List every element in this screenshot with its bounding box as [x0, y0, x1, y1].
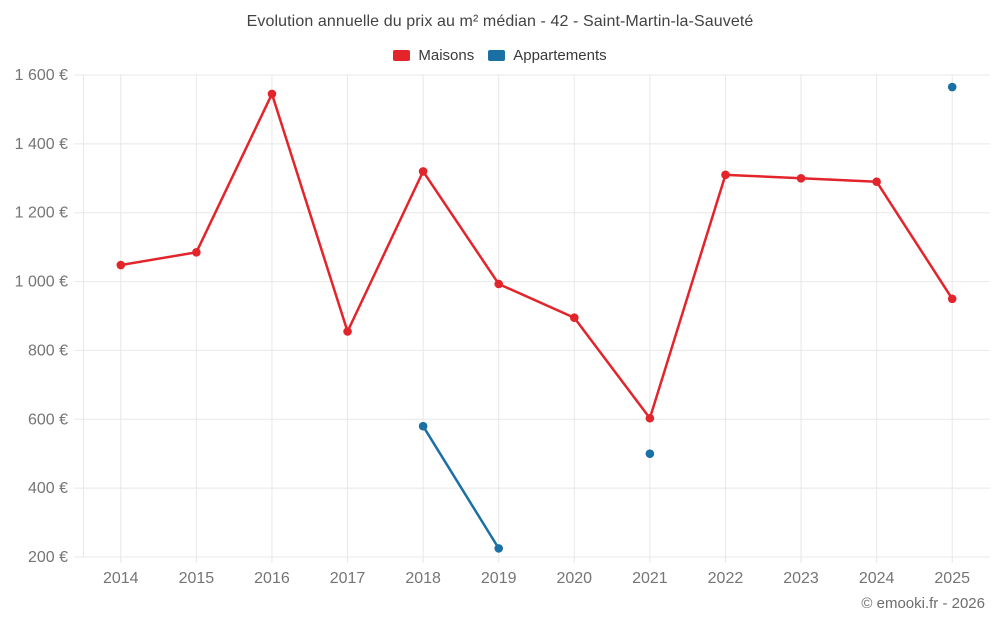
copyright: © emooki.fr - 2026 [861, 595, 985, 612]
data-point-maisons-2025[interactable] [947, 294, 957, 304]
data-point-maisons-2023[interactable] [796, 173, 806, 183]
x-tick-label: 2024 [859, 570, 895, 587]
data-point-appartements-2018[interactable] [418, 421, 428, 431]
data-point-appartements-2025[interactable] [947, 82, 957, 92]
x-tick-label: 2014 [103, 570, 139, 587]
y-tick-label: 600 € [28, 411, 68, 428]
data-point-maisons-2017[interactable] [343, 327, 352, 336]
x-tick-label: 2022 [708, 570, 744, 587]
y-tick-label: 800 € [28, 342, 68, 359]
data-point-maisons-2022[interactable] [721, 170, 730, 180]
legend-label-appartements: Appartements [513, 47, 607, 64]
data-point-maisons-2021[interactable] [645, 413, 655, 423]
data-point-appartements-2019[interactable] [494, 544, 504, 553]
x-tick-label: 2025 [934, 570, 970, 587]
y-tick-label: 1 600 € [15, 67, 68, 84]
y-tick-label: 400 € [28, 480, 68, 497]
data-point-maisons-2019[interactable] [494, 279, 504, 289]
x-tick-label: 2017 [330, 570, 366, 587]
legend-item-maisons[interactable]: Maisons [393, 47, 474, 64]
series-line-maisons [119, 92, 954, 420]
y-tick-label: 200 € [28, 549, 68, 566]
chart-title: Evolution annuelle du prix au m² médian … [246, 13, 754, 30]
x-tick-label: 2023 [783, 570, 819, 587]
data-point-maisons-2016[interactable] [267, 89, 277, 99]
data-point-maisons-2024[interactable] [872, 177, 881, 187]
x-tick-label: 2021 [632, 570, 668, 587]
x-tick-label: 2015 [179, 570, 215, 587]
x-tick-label: 2018 [405, 570, 441, 587]
data-point-appartements-2021[interactable] [645, 449, 655, 459]
x-tick-label: 2016 [254, 570, 290, 587]
legend-swatch-appartements [488, 50, 506, 61]
y-tick-label: 1 000 € [15, 274, 68, 291]
data-point-maisons-2015[interactable] [192, 248, 201, 257]
legend-label-maisons: Maisons [418, 47, 475, 64]
data-point-maisons-2020[interactable] [569, 313, 579, 323]
x-tick-label: 2019 [481, 570, 517, 587]
chart-legend: Maisons Appartements [0, 47, 1000, 64]
data-point-maisons-2018[interactable] [418, 167, 428, 176]
legend-item-appartements[interactable]: Appartements [488, 47, 607, 64]
series-line-appartements [421, 424, 500, 550]
data-point-maisons-2014[interactable] [116, 260, 126, 270]
legend-swatch-maisons [393, 50, 411, 61]
y-tick-label: 1 400 € [15, 136, 68, 153]
x-tick-label: 2020 [556, 570, 592, 587]
y-tick-label: 1 200 € [15, 205, 68, 222]
